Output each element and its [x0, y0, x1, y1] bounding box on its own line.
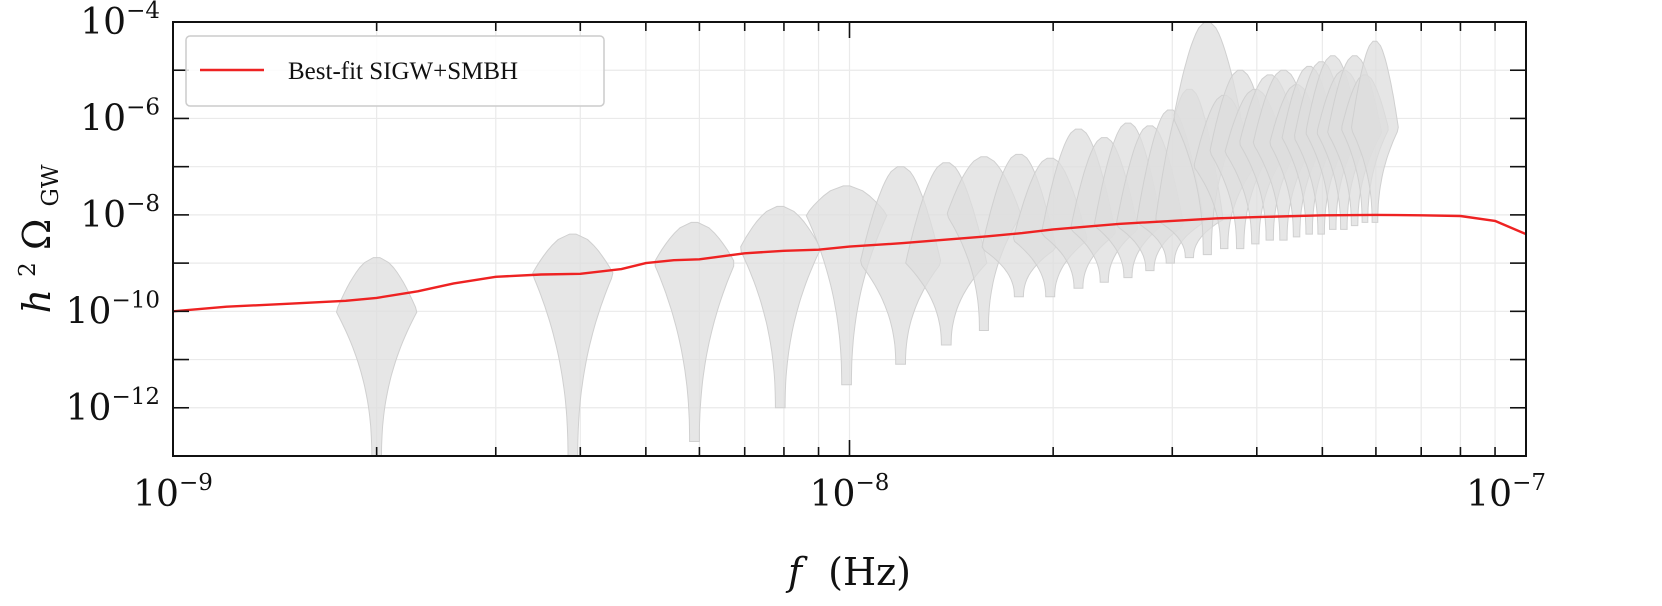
y-axis-label: h 2 Ω GW [0, 164, 64, 313]
x-tick-labels: 10−9 10−8 10−7 [133, 470, 1546, 515]
violin [740, 205, 821, 409]
y-axis-base: h [15, 289, 59, 313]
y-tick-label: 10−12 [66, 384, 160, 429]
violin [1350, 40, 1399, 223]
svg-text:h 2 Ω GW: h 2 Ω GW [0, 164, 64, 313]
y-axis-main: Ω [15, 219, 59, 251]
violin-group [335, 22, 1399, 456]
y-tick-label: 10−6 [80, 94, 160, 139]
x-tick-label: 10−9 [133, 470, 213, 515]
series-line [173, 213, 1526, 313]
ticks [172, 21, 1526, 457]
y-tick-labels: 10−12 10−10 10−8 10−6 10−4 [66, 0, 160, 429]
y-tick-label: 10−8 [80, 191, 160, 236]
series-group [173, 213, 1526, 313]
y-tick-label: 10−4 [80, 0, 160, 43]
y-axis-sub: GW [38, 164, 64, 206]
violin [532, 233, 614, 456]
legend-box [185, 35, 605, 107]
y-tick-label: 10−10 [66, 287, 160, 332]
y-axis-sup: 2 [15, 262, 41, 277]
x-tick-label: 10−7 [1466, 470, 1546, 515]
x-axis-label: f (Hz) [785, 550, 911, 594]
x-axis-unit: (Hz) [828, 550, 911, 594]
legend-label: Best-fit SIGW+SMBH [288, 58, 518, 85]
violin [654, 221, 735, 442]
legend: Best-fit SIGW+SMBH [185, 35, 605, 107]
x-axis-var: f [785, 550, 808, 594]
violin [335, 257, 418, 456]
x-tick-label: 10−8 [810, 470, 890, 515]
